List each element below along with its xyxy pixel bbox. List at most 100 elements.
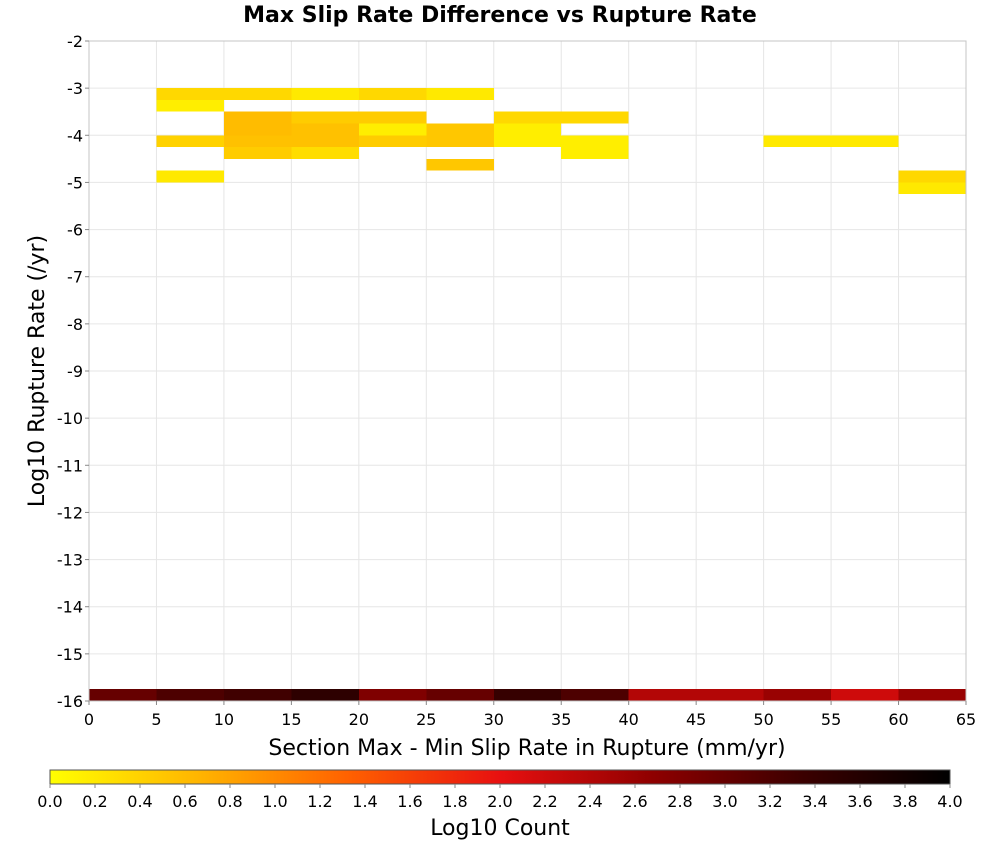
x-tick-label: 15 (281, 710, 301, 729)
colorbar-tick-label: 3.0 (712, 792, 737, 811)
heatmap-cell (561, 111, 629, 124)
heatmap-cell (831, 135, 899, 148)
heatmap-cell (156, 135, 224, 148)
x-tick-label: 25 (416, 710, 436, 729)
heatmap-cell (223, 123, 292, 136)
x-tick-label: 60 (888, 710, 908, 729)
heatmap-cell (898, 182, 966, 195)
chart-title: Max Slip Rate Difference vs Rupture Rate (243, 3, 757, 28)
y-tick-label: -10 (57, 409, 83, 428)
colorbar-tick-label: 0.0 (37, 792, 62, 811)
x-tick-label: 45 (686, 710, 706, 729)
heatmap-cell (156, 99, 224, 112)
heatmap-cells (89, 88, 966, 701)
heatmap-cell (89, 689, 157, 701)
heatmap-cell (291, 88, 359, 100)
x-axis-ticks: 0 5 10 15 20 25 30 35 40 45 50 55 60 65 (84, 701, 976, 729)
colorbar-label: Log10 Count (430, 816, 570, 841)
x-tick-label: 5 (151, 710, 161, 729)
x-tick-label: 55 (821, 710, 841, 729)
heatmap-cell (426, 689, 494, 701)
colorbar-tick-label: 2.8 (667, 792, 692, 811)
colorbar-tick-label: 1.0 (262, 792, 287, 811)
heatmap-cell (223, 135, 292, 148)
heatmap-cell (291, 111, 359, 124)
x-tick-label: 10 (214, 710, 234, 729)
colorbar-tick-label: 0.2 (82, 792, 107, 811)
x-tick-label: 40 (619, 710, 639, 729)
y-tick-label: -15 (57, 645, 83, 664)
colorbar-tick-label: 1.8 (442, 792, 467, 811)
colorbar-tick-label: 1.6 (397, 792, 422, 811)
y-axis-ticks: -2 -3 -4 -5 -6 -7 -8 -9 -10 -11 -12 -13 -14 -15 -16 (57, 32, 89, 711)
colorbar-tick-label: 1.2 (307, 792, 332, 811)
heatmap-cell (493, 123, 562, 136)
heatmap-cell (156, 170, 224, 183)
y-tick-label: -9 (67, 362, 83, 381)
heatmap-cell (156, 88, 224, 100)
x-tick-label: 20 (349, 710, 369, 729)
heatmap-cell (561, 147, 629, 159)
heatmap-cell (426, 135, 494, 148)
heatmap-cell (291, 147, 359, 159)
colorbar-tick-label: 0.6 (172, 792, 197, 811)
x-tick-label: 65 (956, 710, 976, 729)
heatmap-cell (223, 88, 292, 100)
heatmap-cell (561, 135, 629, 148)
heatmap-cell (426, 158, 494, 171)
x-tick-label: 30 (484, 710, 504, 729)
colorbar-tick-label: 0.4 (127, 792, 152, 811)
colorbar-tick-label: 2.6 (622, 792, 647, 811)
colorbar-tick-label: 3.6 (847, 792, 872, 811)
heatmap-cell (763, 689, 832, 701)
heatmap-cell (358, 689, 427, 701)
colorbar (49, 769, 951, 785)
colorbar-tick-label: 2.0 (487, 792, 512, 811)
y-tick-label: -8 (67, 315, 83, 334)
heatmap-cell (358, 111, 427, 124)
heatmap-cell (628, 689, 697, 701)
y-axis-label: Log10 Rupture Rate (/yr) (25, 235, 50, 507)
heatmap-cell (291, 123, 359, 136)
heatmap-cell (223, 689, 292, 701)
y-tick-label: -5 (67, 173, 83, 192)
heatmap-cell (493, 111, 562, 124)
colorbar-tick-label: 2.2 (532, 792, 557, 811)
colorbar-tick-label: 4.0 (937, 792, 962, 811)
heatmap-cell (358, 88, 427, 100)
heatmap-cell (223, 111, 292, 124)
heatmap-cell (358, 135, 427, 148)
x-tick-label: 35 (551, 710, 571, 729)
y-tick-label: -12 (57, 503, 83, 522)
heatmap-cell (291, 689, 359, 701)
heatmap-cell (291, 135, 359, 148)
heatmap-cell (696, 689, 764, 701)
heatmap-cell (358, 123, 427, 136)
x-axis-label: Section Max - Min Slip Rate in Rupture (… (268, 736, 785, 761)
heatmap-cell (426, 88, 494, 100)
y-tick-label: -4 (67, 126, 83, 145)
x-tick-label: 0 (84, 710, 94, 729)
heatmap-cell (763, 135, 832, 148)
heatmap-cell (561, 689, 629, 701)
colorbar-tick-label: 3.8 (892, 792, 917, 811)
y-tick-label: -7 (67, 268, 83, 287)
heatmap-cell (426, 123, 494, 136)
heatmap-cell (898, 689, 966, 701)
y-tick-label: -13 (57, 551, 83, 570)
heatmap-cell (831, 689, 899, 701)
heatmap-cell (223, 147, 292, 159)
y-tick-label: -6 (67, 221, 83, 240)
colorbar-tick-label: 1.4 (352, 792, 377, 811)
heatmap-cell (493, 689, 562, 701)
y-tick-label: -2 (67, 32, 83, 51)
y-tick-label: -16 (57, 692, 83, 711)
y-tick-label: -11 (57, 456, 83, 475)
colorbar-tick-label: 3.2 (757, 792, 782, 811)
heatmap-cell (156, 689, 224, 701)
y-tick-label: -14 (57, 598, 83, 617)
colorbar-tick-label: 0.8 (217, 792, 242, 811)
colorbar-tick-label: 2.4 (577, 792, 602, 811)
y-tick-label: -3 (67, 79, 83, 98)
